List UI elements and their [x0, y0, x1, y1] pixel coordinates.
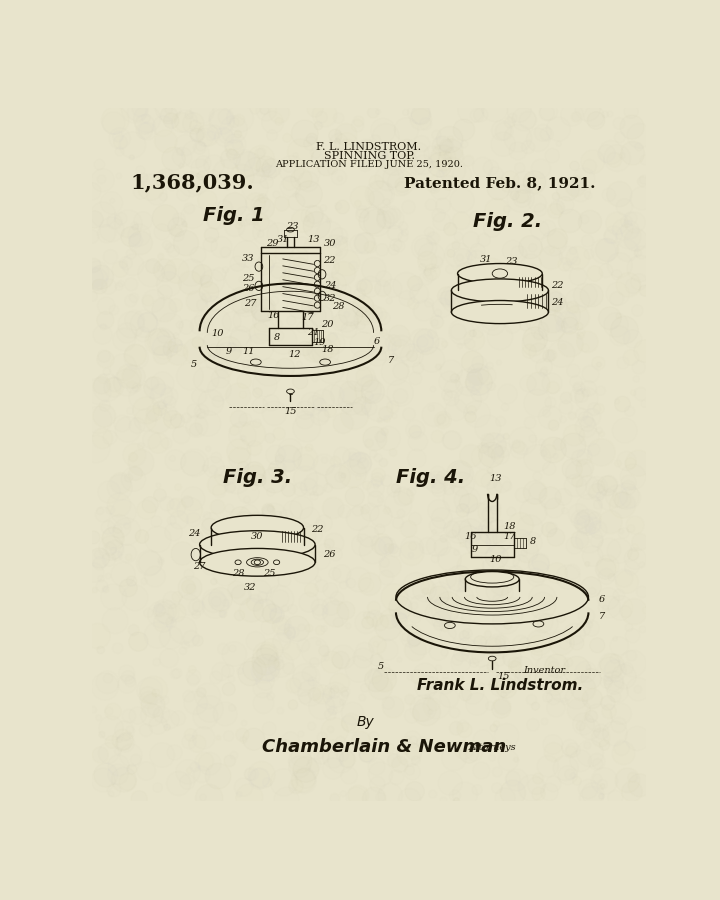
- Text: 22: 22: [311, 525, 324, 534]
- Text: 32: 32: [243, 583, 256, 592]
- Text: F. L. LINDSTROM.: F. L. LINDSTROM.: [316, 141, 422, 151]
- Text: 30: 30: [324, 239, 337, 248]
- Ellipse shape: [457, 281, 542, 301]
- Text: 32: 32: [324, 294, 337, 303]
- Text: 21: 21: [307, 328, 320, 337]
- Text: 9: 9: [226, 346, 232, 356]
- Text: SPINNING TOP.: SPINNING TOP.: [323, 150, 415, 161]
- Text: 24: 24: [188, 529, 200, 538]
- Text: 8: 8: [530, 537, 536, 546]
- Text: 1,368,039.: 1,368,039.: [130, 173, 253, 193]
- Text: 23: 23: [505, 257, 518, 266]
- Ellipse shape: [451, 279, 549, 302]
- Text: 18: 18: [503, 522, 516, 531]
- Text: 22: 22: [552, 281, 564, 290]
- Text: 19: 19: [313, 338, 326, 346]
- Text: By: By: [356, 716, 374, 730]
- Text: 15: 15: [498, 671, 510, 680]
- Text: 13: 13: [490, 474, 503, 483]
- Text: Attorneys: Attorneys: [469, 742, 517, 752]
- Text: 12: 12: [288, 350, 300, 359]
- Text: 23: 23: [286, 222, 298, 231]
- Text: Chamberlain & Newman: Chamberlain & Newman: [262, 738, 507, 756]
- Text: 17: 17: [301, 313, 314, 322]
- Text: 16: 16: [464, 532, 477, 541]
- Text: 20: 20: [321, 320, 333, 328]
- Text: 24: 24: [552, 298, 564, 307]
- Text: 16: 16: [267, 310, 280, 320]
- Text: 13: 13: [307, 235, 320, 244]
- Text: 6: 6: [374, 337, 380, 346]
- Text: 26: 26: [323, 550, 336, 559]
- Text: 17: 17: [503, 532, 516, 541]
- Text: Fig. 1: Fig. 1: [203, 206, 265, 225]
- Text: 8: 8: [274, 333, 280, 342]
- Text: APPLICATION FILED JUNE 25, 1920.: APPLICATION FILED JUNE 25, 1920.: [275, 160, 463, 169]
- Text: 28: 28: [232, 570, 244, 579]
- Text: 27: 27: [194, 562, 206, 571]
- Text: 33: 33: [242, 255, 254, 264]
- Text: 5: 5: [377, 662, 384, 670]
- Text: 29: 29: [266, 239, 278, 248]
- Text: 11: 11: [242, 346, 254, 356]
- Ellipse shape: [457, 264, 542, 284]
- Ellipse shape: [199, 548, 315, 576]
- Text: 6: 6: [598, 595, 605, 604]
- Text: 26: 26: [242, 284, 254, 292]
- Ellipse shape: [211, 516, 304, 540]
- Text: Fig. 3.: Fig. 3.: [222, 468, 292, 487]
- Text: 10: 10: [490, 555, 503, 564]
- Text: Fig. 2.: Fig. 2.: [473, 212, 542, 231]
- Text: 28: 28: [332, 302, 344, 311]
- Text: Patented Feb. 8, 1921.: Patented Feb. 8, 1921.: [404, 176, 595, 190]
- Text: 25: 25: [263, 570, 275, 579]
- Text: 31: 31: [480, 256, 492, 265]
- Text: 25: 25: [242, 274, 254, 283]
- Text: 15: 15: [284, 407, 297, 416]
- Text: 30: 30: [251, 533, 264, 542]
- Text: 5: 5: [191, 360, 197, 369]
- Ellipse shape: [199, 531, 315, 558]
- Text: Frank L. Lindstrom.: Frank L. Lindstrom.: [417, 678, 583, 693]
- Ellipse shape: [451, 301, 549, 324]
- Text: 9: 9: [472, 544, 478, 554]
- Text: 7: 7: [598, 612, 605, 621]
- Text: 31: 31: [276, 235, 289, 244]
- Text: Inventor: Inventor: [523, 666, 565, 675]
- Text: 7: 7: [387, 356, 394, 365]
- Ellipse shape: [211, 532, 304, 557]
- Text: 18: 18: [321, 345, 333, 354]
- Text: 24: 24: [324, 282, 337, 291]
- Text: 22: 22: [323, 256, 336, 265]
- Text: 10: 10: [211, 329, 223, 338]
- Text: Fig. 4.: Fig. 4.: [396, 468, 465, 487]
- Ellipse shape: [465, 572, 519, 587]
- Text: 27: 27: [244, 299, 256, 308]
